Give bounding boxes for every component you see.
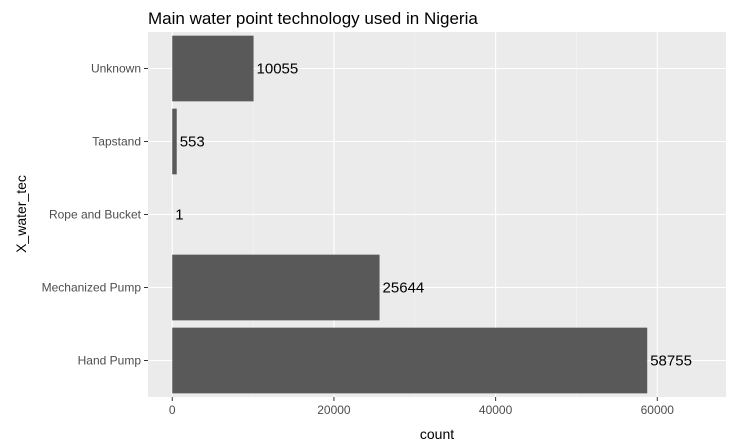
chart-title: Main water point technology used in Nige… bbox=[148, 9, 478, 28]
x-tick-label: 0 bbox=[169, 403, 176, 417]
x-tick-label: 40000 bbox=[479, 403, 513, 417]
y-tick-label: Rope and Bucket bbox=[49, 208, 142, 222]
y-tick-label: Tapstand bbox=[92, 135, 141, 149]
bar-value-label: 25644 bbox=[383, 280, 425, 297]
bar-value-label: 1 bbox=[175, 207, 183, 224]
y-axis-title: X_water_tec bbox=[13, 175, 29, 253]
bar bbox=[172, 35, 254, 102]
y-tick-label: Hand Pump bbox=[78, 354, 142, 368]
y-axis-ticks: Unknown Tapstand Rope and Bucket Mechanized… bbox=[42, 62, 148, 368]
data-labels: 10055 553 1 25644 58755 bbox=[175, 61, 692, 370]
bar bbox=[172, 108, 177, 175]
bars bbox=[172, 35, 648, 394]
bar-value-label: 58755 bbox=[650, 353, 692, 370]
bar-value-label: 10055 bbox=[257, 61, 299, 78]
bar bbox=[172, 254, 380, 321]
x-tick-label: 60000 bbox=[641, 403, 675, 417]
y-tick-label: Unknown bbox=[91, 62, 141, 76]
x-tick-label: 20000 bbox=[317, 403, 351, 417]
x-axis-ticks: 0 20000 40000 60000 bbox=[169, 397, 674, 417]
x-axis-title: count bbox=[420, 426, 454, 442]
bar-value-label: 553 bbox=[180, 134, 205, 151]
bar bbox=[172, 327, 648, 394]
y-tick-label: Mechanized Pump bbox=[42, 281, 142, 295]
